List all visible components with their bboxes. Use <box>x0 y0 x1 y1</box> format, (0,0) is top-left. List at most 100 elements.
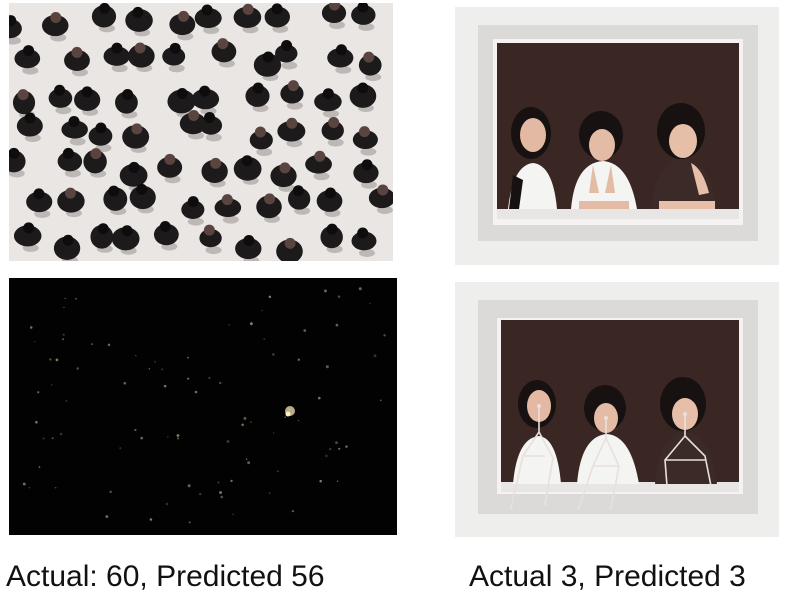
crowd-person <box>353 159 379 189</box>
density-speck <box>345 445 348 448</box>
crowd-person <box>9 15 22 45</box>
crowd-person <box>125 6 153 37</box>
crowd-person <box>214 194 242 224</box>
crowd-person <box>74 86 101 116</box>
density-speck <box>38 466 41 468</box>
density-speck <box>28 487 31 489</box>
pose-skeleton-middle <box>578 418 620 509</box>
crowd-person <box>9 147 26 178</box>
crowd-person <box>349 82 377 113</box>
density-speck <box>176 437 180 440</box>
density-speck <box>268 295 272 299</box>
density-speck <box>187 484 191 488</box>
density-speck <box>42 437 45 440</box>
density-speck <box>230 479 233 483</box>
density-speck <box>226 440 230 443</box>
density-speck <box>123 381 127 385</box>
crowd-person <box>169 10 196 41</box>
density-speck <box>51 437 54 440</box>
crowd-person <box>41 12 69 42</box>
density-speck <box>74 297 78 300</box>
density-speck <box>107 343 111 347</box>
density-speck <box>249 421 252 424</box>
crowd-person <box>88 122 113 153</box>
crowd-person <box>320 223 343 254</box>
density-speck <box>134 428 137 432</box>
density-speck <box>261 309 263 312</box>
crowd-person <box>129 183 156 214</box>
density-map <box>9 278 397 535</box>
crowd-person <box>270 162 297 192</box>
density-speck <box>55 358 59 362</box>
density-speck <box>325 454 328 458</box>
crowd-person <box>327 44 354 74</box>
window-pose-photo-svg <box>453 280 781 539</box>
pose-skeleton-overlay <box>510 406 712 509</box>
crowd-person <box>48 84 73 115</box>
density-speck <box>59 432 63 436</box>
density-speck <box>241 423 244 427</box>
window-ledge <box>497 209 739 219</box>
density-speck <box>135 354 137 357</box>
density-speck <box>198 492 202 496</box>
crowd-person <box>57 147 83 178</box>
density-speck <box>219 491 222 494</box>
caption-crowd-count: Actual: 60, Predicted 56 <box>6 560 325 593</box>
density-speck <box>338 447 341 450</box>
density-speck <box>37 391 40 394</box>
crowd-person <box>277 117 306 148</box>
density-speck <box>188 521 191 524</box>
crowd-person <box>256 193 282 223</box>
density-speck <box>335 323 339 327</box>
density-speck <box>324 289 327 293</box>
density-speck <box>220 495 224 499</box>
window-photo <box>453 5 781 267</box>
crowd-person <box>316 187 343 218</box>
density-speck <box>62 338 64 341</box>
density-speck <box>373 354 377 358</box>
crowd-person <box>162 42 186 73</box>
density-speck <box>54 486 57 489</box>
crowd-person <box>253 51 282 82</box>
crowd-person <box>179 109 207 140</box>
density-speck <box>358 287 362 291</box>
crowd-person <box>351 3 376 31</box>
crowd-person <box>321 3 347 29</box>
density-speck <box>161 368 164 371</box>
density-speck <box>291 510 295 513</box>
crowd-person <box>53 234 81 261</box>
person-right <box>651 103 717 209</box>
crowd-person <box>352 126 378 156</box>
density-background <box>9 278 397 535</box>
density-speck <box>63 306 65 309</box>
density-speck <box>109 490 113 494</box>
crowd-person <box>122 123 150 153</box>
crowd-person <box>26 188 53 218</box>
crowd-person <box>127 42 155 73</box>
density-speck <box>369 302 371 305</box>
density-speck <box>154 360 156 363</box>
density-speck <box>273 432 275 434</box>
density-speck <box>105 515 109 519</box>
person-right <box>655 377 717 484</box>
crowd-person <box>264 3 290 33</box>
window-ledge <box>501 482 739 492</box>
crowd-person <box>199 224 222 255</box>
density-speck <box>176 434 180 437</box>
person-left <box>513 380 561 484</box>
density-speck <box>335 441 339 445</box>
density-speck <box>268 492 271 494</box>
crowd-person <box>314 88 342 118</box>
crowd-person <box>358 51 382 82</box>
density-speck <box>303 329 307 332</box>
crowd-person <box>153 221 179 251</box>
crowd-person <box>16 112 43 142</box>
crowd-people-group <box>9 3 393 261</box>
density-speck <box>163 384 167 388</box>
crowd-person <box>276 237 303 261</box>
density-speck <box>243 416 247 420</box>
pose-skeleton-left <box>510 406 554 509</box>
density-speck <box>263 338 266 340</box>
density-map-svg <box>9 278 397 535</box>
density-speck <box>284 416 287 419</box>
